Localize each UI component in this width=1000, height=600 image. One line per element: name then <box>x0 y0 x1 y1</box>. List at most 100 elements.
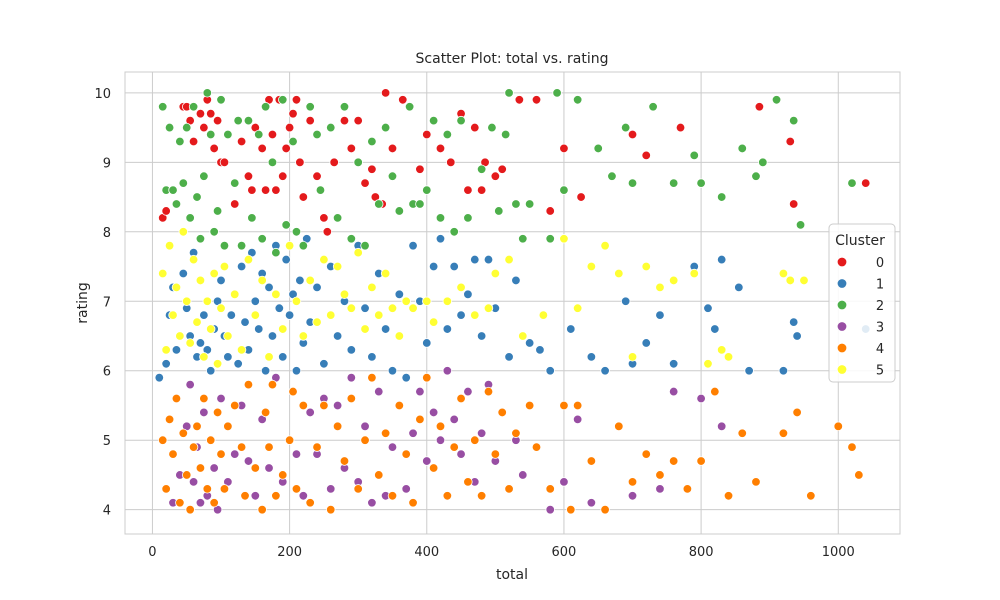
data-point-cluster-0-40 <box>353 115 363 126</box>
data-point-cluster-4-29 <box>271 491 281 501</box>
data-point-cluster-0-51 <box>446 157 456 168</box>
data-point-cluster-4-28 <box>267 379 278 390</box>
data-point-cluster-5-43 <box>387 303 398 313</box>
x-axis-title: total <box>496 567 528 583</box>
data-point-cluster-4-15 <box>209 498 219 508</box>
data-point-cluster-5-66 <box>689 268 699 279</box>
y-tick-label-6: 10 <box>94 87 111 102</box>
data-point-cluster-0-62 <box>559 143 569 154</box>
data-point-cluster-4-10 <box>192 421 202 432</box>
data-point-cluster-4-21 <box>236 442 247 452</box>
data-point-cluster-5-24 <box>257 275 267 286</box>
data-point-cluster-4-11 <box>195 463 206 473</box>
data-point-cluster-5-19 <box>223 331 233 341</box>
data-point-cluster-1-44 <box>312 282 322 293</box>
data-point-cluster-3-64 <box>627 491 638 501</box>
data-point-cluster-1-87 <box>716 254 727 265</box>
data-point-cluster-2-17 <box>216 95 226 105</box>
data-point-cluster-2-55 <box>442 129 453 140</box>
data-point-cluster-2-39 <box>332 213 343 223</box>
data-point-cluster-2-21 <box>233 115 243 126</box>
data-point-cluster-4-85 <box>778 428 789 438</box>
data-point-cluster-5-46 <box>408 303 418 313</box>
data-point-cluster-1-89 <box>744 366 754 376</box>
legend-marker-2 <box>836 299 848 311</box>
data-point-cluster-2-70 <box>572 95 583 105</box>
data-point-cluster-1-61 <box>428 261 439 272</box>
data-point-cluster-3-49 <box>463 386 473 397</box>
data-point-cluster-2-76 <box>668 178 679 188</box>
data-point-cluster-0-67 <box>754 102 765 112</box>
data-point-cluster-1-40 <box>295 275 305 286</box>
data-point-cluster-4-73 <box>600 504 610 515</box>
data-point-cluster-1-63 <box>442 324 453 334</box>
data-point-cluster-2-79 <box>716 192 727 202</box>
data-point-cluster-1-23 <box>236 261 247 272</box>
legend-label-3: 3 <box>876 321 884 336</box>
data-point-cluster-1-82 <box>655 310 665 320</box>
data-point-cluster-2-46 <box>380 122 391 133</box>
data-point-cluster-3-15 <box>230 449 240 459</box>
data-point-cluster-2-3 <box>168 185 178 195</box>
data-point-cluster-2-18 <box>219 240 230 251</box>
data-point-cluster-2-74 <box>627 178 638 188</box>
data-point-cluster-4-38 <box>326 504 336 515</box>
data-point-cluster-2-54 <box>435 213 446 223</box>
data-point-cluster-4-43 <box>360 435 370 445</box>
data-point-cluster-2-64 <box>511 199 521 209</box>
data-point-cluster-4-54 <box>435 421 446 432</box>
data-point-cluster-3-48 <box>456 449 466 459</box>
data-point-cluster-0-30 <box>291 95 302 105</box>
data-point-cluster-5-29 <box>291 296 302 306</box>
data-point-cluster-0-27 <box>281 143 291 154</box>
data-point-cluster-5-34 <box>326 310 336 320</box>
data-point-cluster-2-6 <box>178 178 188 188</box>
y-tick-label-5: 9 <box>103 156 111 171</box>
data-point-cluster-3-44 <box>428 407 439 418</box>
data-point-cluster-0-8 <box>199 122 209 133</box>
data-point-cluster-2-33 <box>291 227 302 237</box>
data-point-cluster-2-81 <box>751 171 761 181</box>
data-point-cluster-3-61 <box>572 414 583 425</box>
data-point-cluster-4-55 <box>442 491 453 501</box>
data-point-cluster-4-22 <box>240 491 250 501</box>
data-point-cluster-1-86 <box>710 324 720 334</box>
data-point-cluster-0-11 <box>209 143 219 154</box>
data-point-cluster-1-31 <box>264 282 274 293</box>
data-point-cluster-3-47 <box>449 414 459 425</box>
data-point-cluster-3-40 <box>401 484 411 494</box>
legend-marker-0 <box>836 256 848 268</box>
data-point-cluster-0-21 <box>260 185 271 195</box>
data-point-cluster-3-45 <box>435 435 446 445</box>
data-point-cluster-0-61 <box>545 206 555 216</box>
data-point-cluster-5-62 <box>627 352 638 362</box>
data-point-cluster-4-26 <box>260 407 271 418</box>
data-point-cluster-0-20 <box>257 143 267 154</box>
data-point-cluster-4-44 <box>367 372 377 383</box>
data-point-cluster-0-63 <box>576 192 586 202</box>
data-point-cluster-5-6 <box>178 227 188 237</box>
data-point-cluster-2-62 <box>500 129 511 140</box>
y-tick-label-0: 4 <box>103 504 111 519</box>
data-point-cluster-2-5 <box>175 136 185 147</box>
data-point-cluster-2-23 <box>243 115 254 126</box>
data-point-cluster-5-4 <box>171 282 182 293</box>
data-point-cluster-0-49 <box>422 129 432 140</box>
data-point-cluster-4-3 <box>168 449 178 459</box>
data-point-cluster-4-75 <box>627 477 638 487</box>
data-point-cluster-5-23 <box>250 310 261 320</box>
data-point-cluster-3-32 <box>346 372 357 383</box>
data-point-cluster-3-36 <box>374 386 384 397</box>
data-point-cluster-5-61 <box>614 268 624 279</box>
data-point-cluster-1-49 <box>346 345 357 355</box>
data-point-cluster-3-7 <box>195 498 206 508</box>
data-point-cluster-5-71 <box>785 275 795 286</box>
data-point-cluster-2-86 <box>847 178 857 188</box>
data-point-cluster-0-66 <box>675 122 686 133</box>
data-point-cluster-1-39 <box>291 366 302 376</box>
data-point-cluster-1-14 <box>206 366 216 376</box>
data-point-cluster-4-90 <box>854 470 864 480</box>
data-point-cluster-2-58 <box>463 213 473 223</box>
data-point-cluster-2-45 <box>374 199 384 209</box>
